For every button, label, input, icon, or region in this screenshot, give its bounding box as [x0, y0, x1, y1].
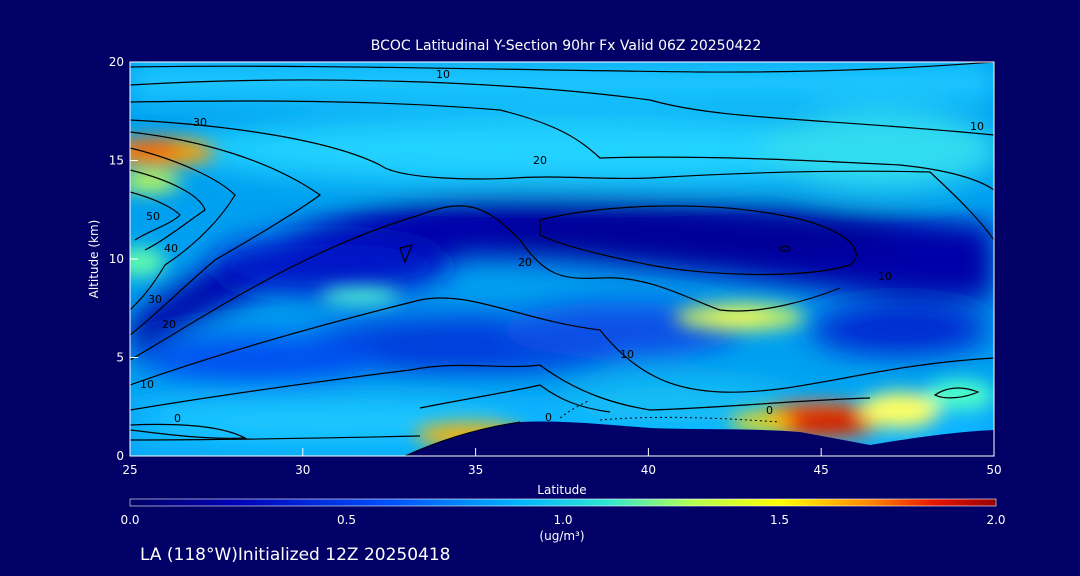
- colorbar-unit: (ug/m³): [539, 529, 584, 543]
- x-axis-label: Latitude: [537, 483, 586, 497]
- contour-label-group: 10 10 20 30 50 40 30 20 10 0 10 20 0 0 1…: [140, 68, 984, 425]
- contour-label: 30: [148, 293, 162, 306]
- x-tick-label: 50: [986, 463, 1001, 477]
- contour-label: 20: [533, 154, 547, 167]
- contour-label: 20: [518, 256, 532, 269]
- contour-label: 20: [162, 318, 176, 331]
- colorbar-tick-label: 1.5: [770, 513, 789, 527]
- contour-label: 50: [146, 210, 160, 223]
- contour-label: 40: [164, 242, 178, 255]
- y-tick-label: 15: [109, 154, 124, 168]
- heatmap-field: [130, 62, 994, 456]
- contour-lines: [130, 62, 994, 441]
- x-tick-label: 35: [468, 463, 483, 477]
- contour-label: 0: [545, 411, 552, 424]
- colorbar-tick-label: 0.0: [120, 513, 139, 527]
- colorbar-tick-label: 2.0: [986, 513, 1005, 527]
- y-tick-label: 20: [109, 55, 124, 69]
- contour-label: 10: [436, 68, 450, 81]
- x-axis: 25 30 35 40 45 50: [122, 448, 1002, 477]
- x-tick-label: 40: [641, 463, 656, 477]
- colorbar-ticks: 0.0 0.5 1.0 1.5 2.0: [120, 513, 1005, 527]
- contour-label: 0: [174, 412, 181, 425]
- colorbar-tick-label: 1.0: [553, 513, 572, 527]
- y-axis-label: Altitude (km): [87, 220, 101, 299]
- x-tick-label: 25: [122, 463, 137, 477]
- contour-label: 0: [766, 404, 773, 417]
- x-tick-label: 30: [295, 463, 310, 477]
- contour-label: 10: [970, 120, 984, 133]
- contour-label: 10: [878, 270, 892, 283]
- y-tick-label: 0: [116, 449, 124, 463]
- colorbar: [129, 498, 997, 507]
- x-tick-label: 45: [814, 463, 829, 477]
- contour-label: 30: [193, 116, 207, 129]
- contour-label: 10: [620, 348, 634, 361]
- colorbar-tick-label: 0.5: [337, 513, 356, 527]
- y-tick-label: 10: [109, 252, 124, 266]
- footer-caption: LA (118°W)Initialized 12Z 20250418: [140, 545, 450, 565]
- terrain: [405, 421, 994, 456]
- contour-label: 10: [140, 378, 154, 391]
- y-tick-label: 5: [116, 351, 124, 365]
- y-axis: 0 5 10 15 20: [109, 55, 138, 463]
- chart-title: BCOC Latitudinal Y-Section 90hr Fx Valid…: [371, 38, 761, 54]
